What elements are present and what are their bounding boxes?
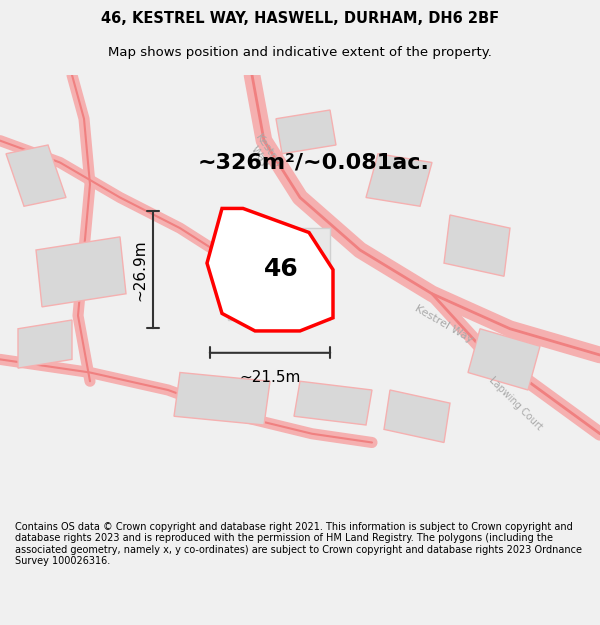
Text: Kestrel Way: Kestrel Way (413, 304, 475, 345)
Polygon shape (384, 390, 450, 442)
Polygon shape (366, 154, 432, 206)
Polygon shape (228, 228, 330, 320)
Polygon shape (444, 215, 510, 276)
Text: Kestrel
Way: Kestrel Way (244, 132, 284, 176)
Text: 46, KESTREL WAY, HASWELL, DURHAM, DH6 2BF: 46, KESTREL WAY, HASWELL, DURHAM, DH6 2B… (101, 11, 499, 26)
Text: Contains OS data © Crown copyright and database right 2021. This information is : Contains OS data © Crown copyright and d… (15, 521, 582, 566)
Polygon shape (468, 329, 540, 390)
Polygon shape (207, 209, 333, 331)
Polygon shape (6, 145, 66, 206)
Text: ~326m²/~0.081ac.: ~326m²/~0.081ac. (198, 152, 430, 173)
Polygon shape (294, 381, 372, 425)
Polygon shape (174, 372, 270, 425)
Text: Map shows position and indicative extent of the property.: Map shows position and indicative extent… (108, 46, 492, 59)
Text: Lapwing Court: Lapwing Court (487, 374, 545, 432)
Text: 46: 46 (265, 258, 299, 281)
Polygon shape (36, 237, 126, 307)
Polygon shape (18, 320, 72, 368)
Polygon shape (276, 110, 336, 154)
Text: ~21.5m: ~21.5m (239, 370, 301, 385)
Text: ~26.9m: ~26.9m (132, 239, 147, 301)
